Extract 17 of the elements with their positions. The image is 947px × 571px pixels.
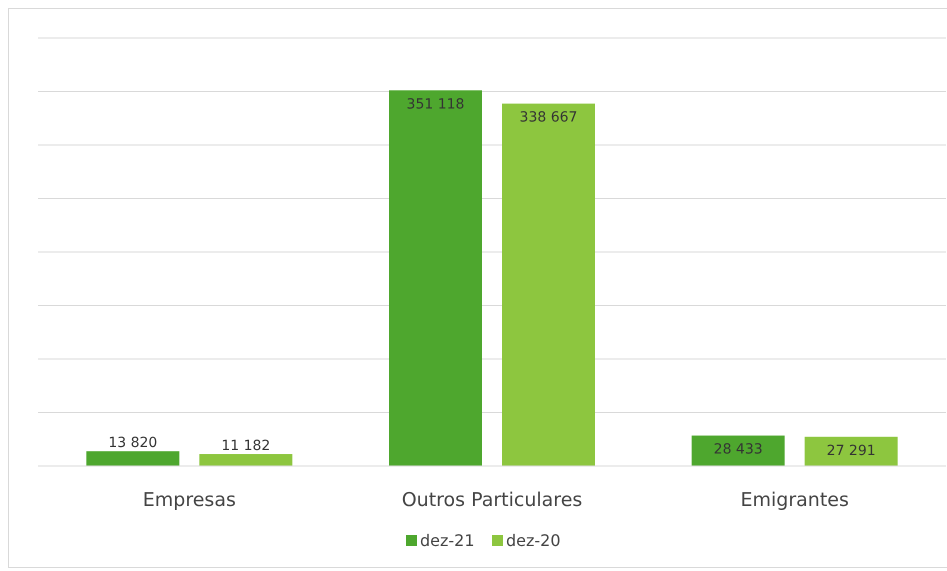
data-label: 338 667 (520, 110, 578, 126)
x-tick-label: Outros Particulares (402, 489, 582, 511)
bar (199, 454, 292, 466)
bar (502, 104, 595, 466)
x-tick-label: Empresas (142, 489, 236, 511)
data-label: 27 291 (826, 442, 876, 459)
bar (804, 436, 898, 466)
data-label: 11 182 (221, 438, 270, 454)
bar (389, 90, 482, 466)
x-tick-label: Emigrantes (740, 489, 849, 511)
data-label: 13 820 (108, 435, 158, 452)
legend-label: dez-20 (506, 531, 561, 550)
data-label: 351 118 (406, 96, 464, 112)
legend-label: dez-21 (420, 531, 475, 550)
bar (692, 436, 785, 466)
data-label: 28 433 (714, 442, 763, 458)
bar (86, 451, 180, 466)
